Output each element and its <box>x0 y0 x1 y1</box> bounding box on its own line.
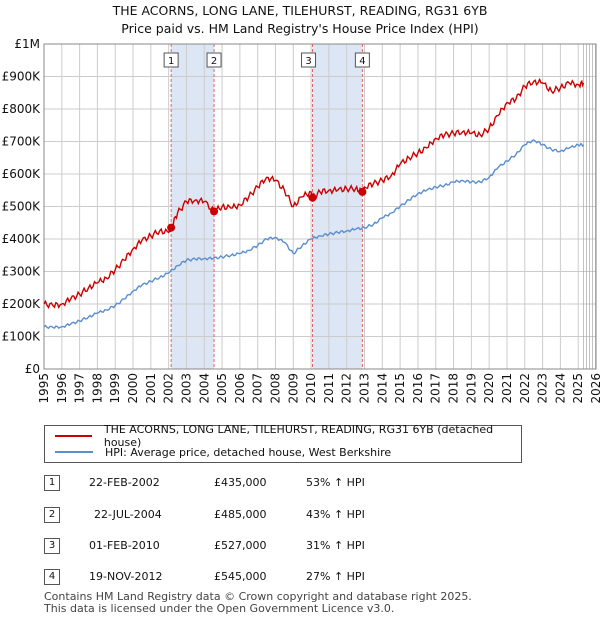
x-tick-label: 2013 <box>358 373 372 404</box>
y-tick-label: £800K <box>2 102 42 116</box>
transaction-date: 22-JUL-2004 <box>94 508 162 521</box>
legend-label-price: THE ACORNS, LONG LANE, TILEHURST, READIN… <box>103 423 494 449</box>
transaction-price: £435,000 <box>214 476 267 489</box>
sale-number-label: 2 <box>211 56 217 67</box>
x-tick-label: 2010 <box>304 373 318 404</box>
x-tick-label: 2008 <box>268 373 282 404</box>
transaction-hpi: 53% ↑ HPI <box>306 476 365 489</box>
footer-copyright: Contains HM Land Registry data © Crown c… <box>44 590 472 603</box>
y-tick-label: £400K <box>2 232 42 246</box>
sale-number-label: 3 <box>305 56 311 67</box>
x-tick-label: 2019 <box>464 373 478 404</box>
legend: THE ACORNS, LONG LANE, TILEHURST, READIN… <box>44 423 522 463</box>
x-tick-label: 1996 <box>55 373 69 404</box>
transaction-hpi: 43% ↑ HPI <box>306 508 365 521</box>
x-tick-label: 2003 <box>179 373 193 404</box>
transaction-number: 2 <box>44 507 60 523</box>
x-tick-label: 2024 <box>553 373 567 404</box>
sale-point <box>308 193 317 202</box>
y-tick-label: £100K <box>2 330 42 344</box>
transaction-number: 4 <box>44 569 60 585</box>
transaction-hpi: 27% ↑ HPI <box>306 570 365 583</box>
y-tick-label: £900K <box>2 70 42 84</box>
x-tick-label: 2004 <box>197 373 211 404</box>
y-tick-label: £500K <box>2 200 42 214</box>
legend-red-swatch <box>55 435 92 437</box>
sale-number-label: 1 <box>168 56 174 67</box>
x-tick-label: 2025 <box>571 373 585 404</box>
transaction-date: 22-FEB-2002 <box>89 476 160 489</box>
sale-number-box <box>301 52 317 68</box>
y-tick-label: £300K <box>2 265 42 279</box>
x-tick-label: 2021 <box>500 373 514 404</box>
x-tick-label: 2026 <box>589 373 600 404</box>
chart-subtitle: Price paid vs. HM Land Registry's House … <box>121 21 479 36</box>
x-tick-label: 1999 <box>108 373 122 404</box>
transaction-hpi: 31% ↑ HPI <box>306 539 365 552</box>
x-tick-label: 1995 <box>37 373 51 404</box>
legend-item-price: THE ACORNS, LONG LANE, TILEHURST, READIN… <box>55 423 521 449</box>
x-tick-label: 2000 <box>126 373 140 404</box>
y-tick-label: £1M <box>14 37 40 51</box>
x-tick-label: 2022 <box>518 373 532 404</box>
x-tick-label: 2012 <box>340 373 354 404</box>
chart-title: THE ACORNS, LONG LANE, TILEHURST, READIN… <box>112 3 488 18</box>
y-tick-label: £0 <box>25 362 40 376</box>
transaction-price: £545,000 <box>214 570 267 583</box>
hpi-line <box>43 139 585 330</box>
y-tick-label: £600K <box>2 167 42 181</box>
sale-point <box>167 223 176 232</box>
x-tick-label: 1998 <box>90 373 104 404</box>
x-tick-label: 2007 <box>251 373 265 404</box>
x-tick-label: 2005 <box>215 373 229 404</box>
x-tick-label: 2015 <box>393 373 407 404</box>
legend-label-hpi: HPI: Average price, detached house, West… <box>105 445 392 459</box>
transaction-date: 19-NOV-2012 <box>89 570 163 583</box>
sale-number-label: 4 <box>359 56 365 67</box>
x-tick-label: 2001 <box>144 373 158 404</box>
sale-number-box <box>163 52 179 68</box>
transaction-date: 01-FEB-2010 <box>89 539 160 552</box>
x-tick-label: 2023 <box>536 373 550 404</box>
x-tick-label: 2002 <box>162 373 176 404</box>
sale-number-box <box>354 52 370 68</box>
x-tick-label: 2014 <box>375 373 389 404</box>
x-tick-label: 2006 <box>233 373 247 404</box>
transaction-price: £527,000 <box>214 539 267 552</box>
price-chart: 1 2 3 4 £0 £100K £200K £300K £400K £500K £600K £700… <box>2 37 600 404</box>
x-tick-label: 2018 <box>447 373 461 404</box>
transaction-price: £485,000 <box>214 508 267 521</box>
footer-licence: This data is licensed under the Open Gov… <box>44 602 395 615</box>
sale-point <box>358 187 367 196</box>
x-tick-label: 2017 <box>429 373 443 404</box>
sale-point <box>210 207 219 216</box>
plot-border <box>43 43 597 370</box>
y-tick-label: £200K <box>2 297 42 311</box>
legend-item-hpi: HPI: Average price, detached house, West… <box>55 445 391 459</box>
x-tick-label: 2009 <box>286 373 300 404</box>
x-tick-label: 2020 <box>482 373 496 404</box>
transaction-number: 3 <box>44 538 60 554</box>
legend-blue-swatch <box>55 451 93 453</box>
sale-number-box <box>206 52 222 68</box>
y-tick-label: £700K <box>2 135 42 149</box>
x-tick-label: 2011 <box>322 373 336 404</box>
transaction-number: 1 <box>44 475 60 491</box>
x-tick-label: 1997 <box>73 373 87 404</box>
x-tick-label: 2016 <box>411 373 425 404</box>
